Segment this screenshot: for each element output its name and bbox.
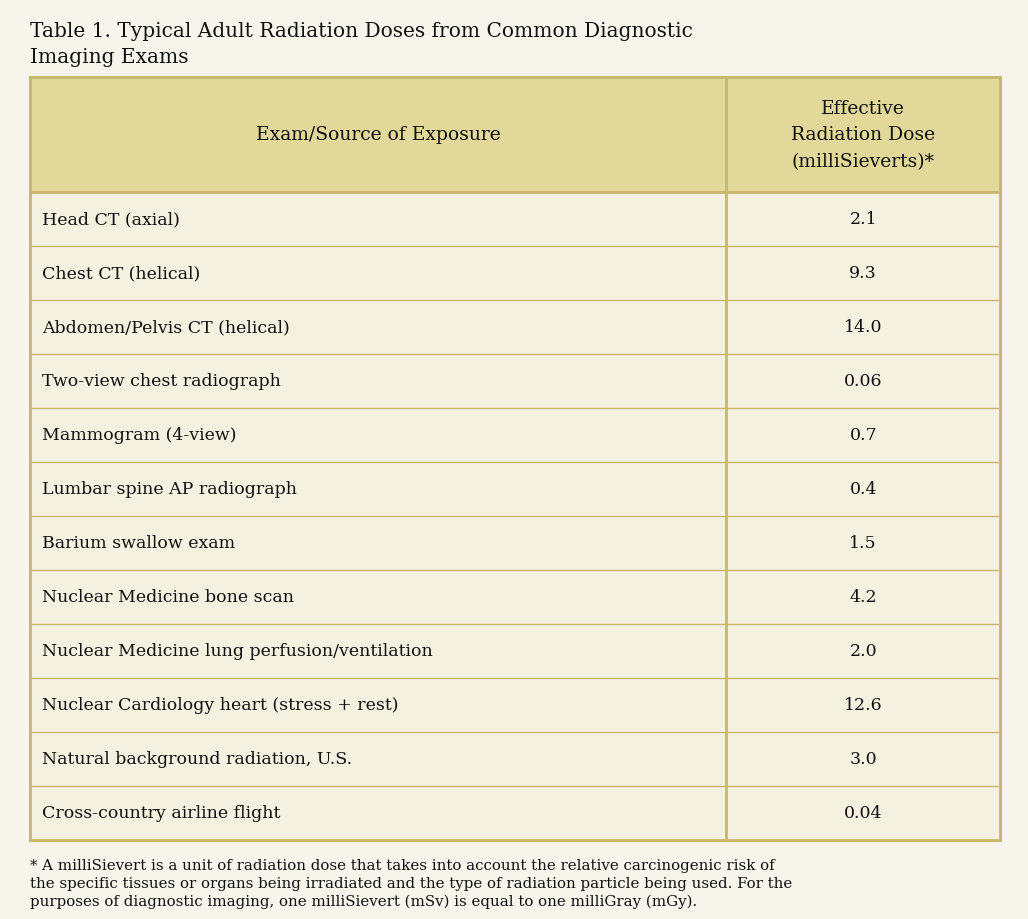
Text: Imaging Exams: Imaging Exams — [30, 48, 188, 67]
Text: 12.6: 12.6 — [844, 697, 883, 714]
Bar — [30, 78, 1000, 193]
Text: Abdomen/Pelvis CT (helical): Abdomen/Pelvis CT (helical) — [42, 319, 290, 336]
Bar — [30, 624, 1000, 678]
Bar — [30, 732, 1000, 786]
Text: 0.7: 0.7 — [849, 427, 877, 444]
Text: Effective
Radiation Dose
(milliSieverts)*: Effective Radiation Dose (milliSieverts)… — [792, 100, 935, 171]
Text: Mammogram (4-view): Mammogram (4-view) — [42, 427, 236, 444]
Text: * A milliSievert is a unit of radiation dose that takes into account the relativ: * A milliSievert is a unit of radiation … — [30, 858, 775, 872]
Text: 2.1: 2.1 — [849, 211, 877, 228]
Text: Cross-country airline flight: Cross-country airline flight — [42, 805, 281, 822]
Bar — [30, 409, 1000, 462]
Text: 0.4: 0.4 — [849, 481, 877, 498]
Bar — [30, 571, 1000, 624]
Text: Nuclear Medicine bone scan: Nuclear Medicine bone scan — [42, 589, 294, 606]
Bar — [30, 193, 1000, 246]
Text: Lumbar spine AP radiograph: Lumbar spine AP radiograph — [42, 481, 297, 498]
Text: 14.0: 14.0 — [844, 319, 882, 336]
Text: Head CT (axial): Head CT (axial) — [42, 211, 180, 228]
Text: 3.0: 3.0 — [849, 751, 877, 767]
Bar — [30, 462, 1000, 516]
Text: Nuclear Medicine lung perfusion/ventilation: Nuclear Medicine lung perfusion/ventilat… — [42, 642, 433, 660]
Text: 0.04: 0.04 — [844, 805, 882, 822]
Text: 4.2: 4.2 — [849, 589, 877, 606]
Text: Table 1. Typical Adult Radiation Doses from Common Diagnostic: Table 1. Typical Adult Radiation Doses f… — [30, 22, 693, 41]
Bar — [30, 301, 1000, 355]
Text: 0.06: 0.06 — [844, 373, 882, 390]
Bar — [30, 246, 1000, 301]
Text: Chest CT (helical): Chest CT (helical) — [42, 266, 200, 282]
Text: 2.0: 2.0 — [849, 642, 877, 660]
Text: 9.3: 9.3 — [849, 266, 877, 282]
Bar — [30, 786, 1000, 840]
Bar — [30, 516, 1000, 571]
Text: Two-view chest radiograph: Two-view chest radiograph — [42, 373, 281, 390]
Text: Exam/Source of Exposure: Exam/Source of Exposure — [256, 126, 501, 144]
Text: the specific tissues or organs being irradiated and the type of radiation partic: the specific tissues or organs being irr… — [30, 876, 793, 890]
Bar — [30, 78, 1000, 840]
Bar — [30, 355, 1000, 409]
Text: 1.5: 1.5 — [849, 535, 877, 552]
Text: Nuclear Cardiology heart (stress + rest): Nuclear Cardiology heart (stress + rest) — [42, 697, 399, 714]
Text: purposes of diagnostic imaging, one milliSievert (mSv) is equal to one milliGray: purposes of diagnostic imaging, one mill… — [30, 894, 697, 908]
Text: Natural background radiation, U.S.: Natural background radiation, U.S. — [42, 751, 353, 767]
Bar — [30, 678, 1000, 732]
Text: Barium swallow exam: Barium swallow exam — [42, 535, 235, 552]
